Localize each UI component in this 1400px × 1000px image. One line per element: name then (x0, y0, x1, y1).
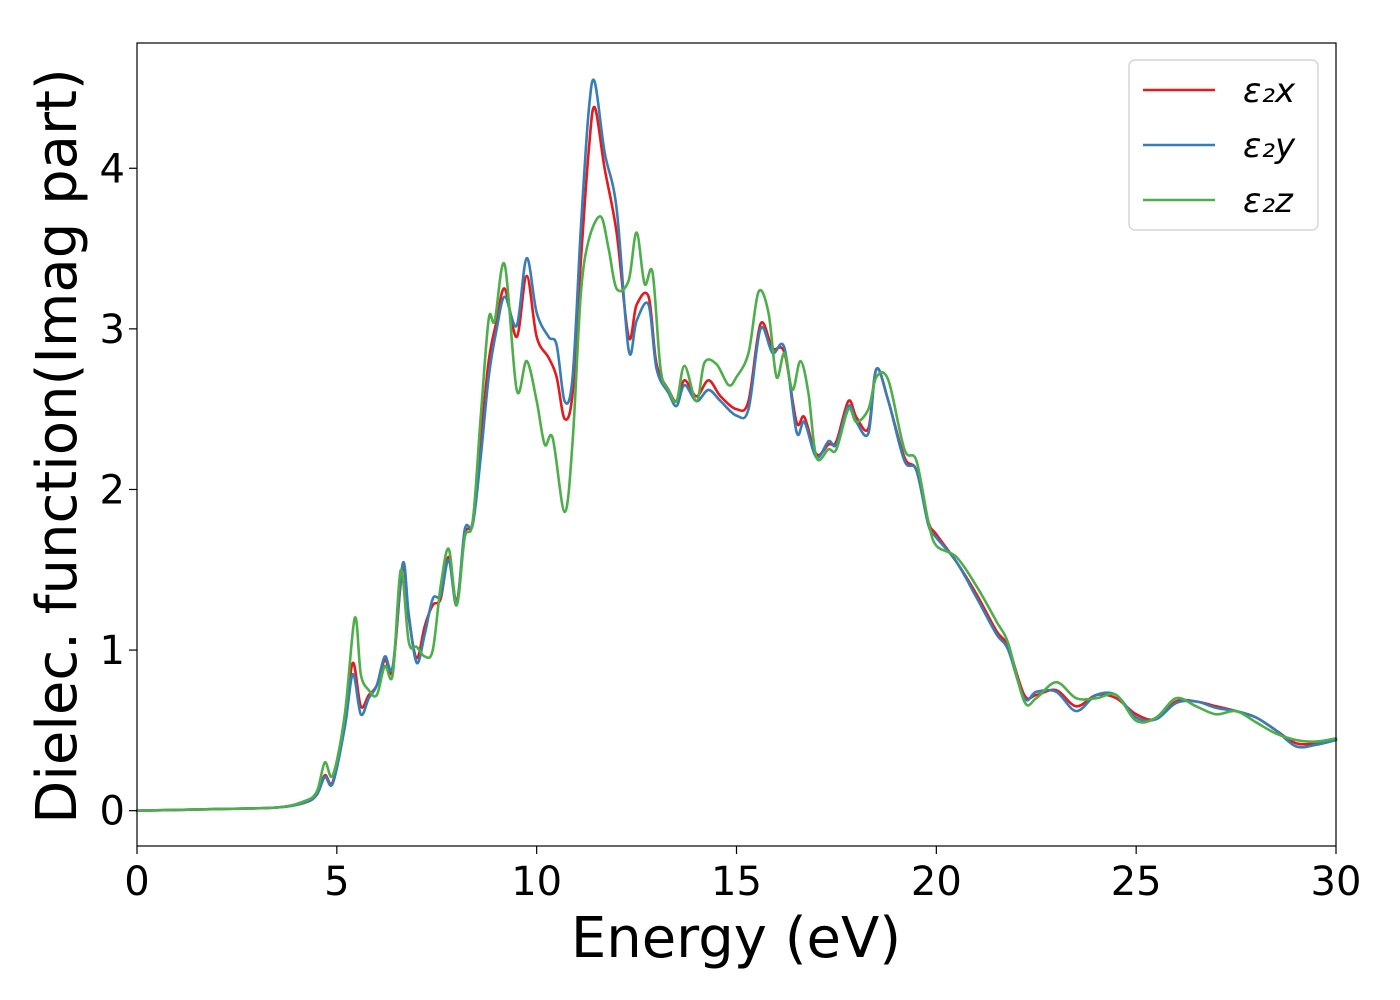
x-axis-label: Energy (eV) (571, 906, 901, 971)
legend-box (1128, 59, 1319, 231)
y-axis-label: Dielec. function(Imag part) (25, 68, 90, 824)
legend-label-1: ε₂x (1243, 71, 1296, 111)
y-tick-label: 4 (100, 146, 125, 192)
y-tick-label: 3 (100, 307, 125, 353)
y-tick-label: 0 (100, 789, 125, 835)
legend: ε₂x ε₂y ε₂z (1128, 59, 1319, 231)
x-tick-label: 15 (711, 859, 762, 905)
y-tick-label: 2 (100, 467, 125, 513)
legend-label-2: ε₂y (1243, 126, 1296, 166)
series-line-2 (135, 78, 1338, 812)
x-tick-label: 10 (511, 859, 562, 905)
x-tick-label: 0 (124, 859, 149, 905)
legend-label-3: ε₂z (1243, 181, 1294, 221)
y-axis-ticks: 0 1 2 3 4 (100, 146, 137, 835)
plot-series (135, 78, 1338, 812)
x-tick-label: 25 (1111, 859, 1162, 905)
x-tick-label: 5 (324, 859, 349, 905)
x-axis-ticks: 0 5 10 15 20 25 30 (124, 846, 1361, 905)
series-line-3 (135, 215, 1338, 812)
x-tick-label: 30 (1311, 859, 1362, 905)
x-tick-label: 20 (911, 859, 962, 905)
y-tick-label: 1 (100, 628, 125, 674)
